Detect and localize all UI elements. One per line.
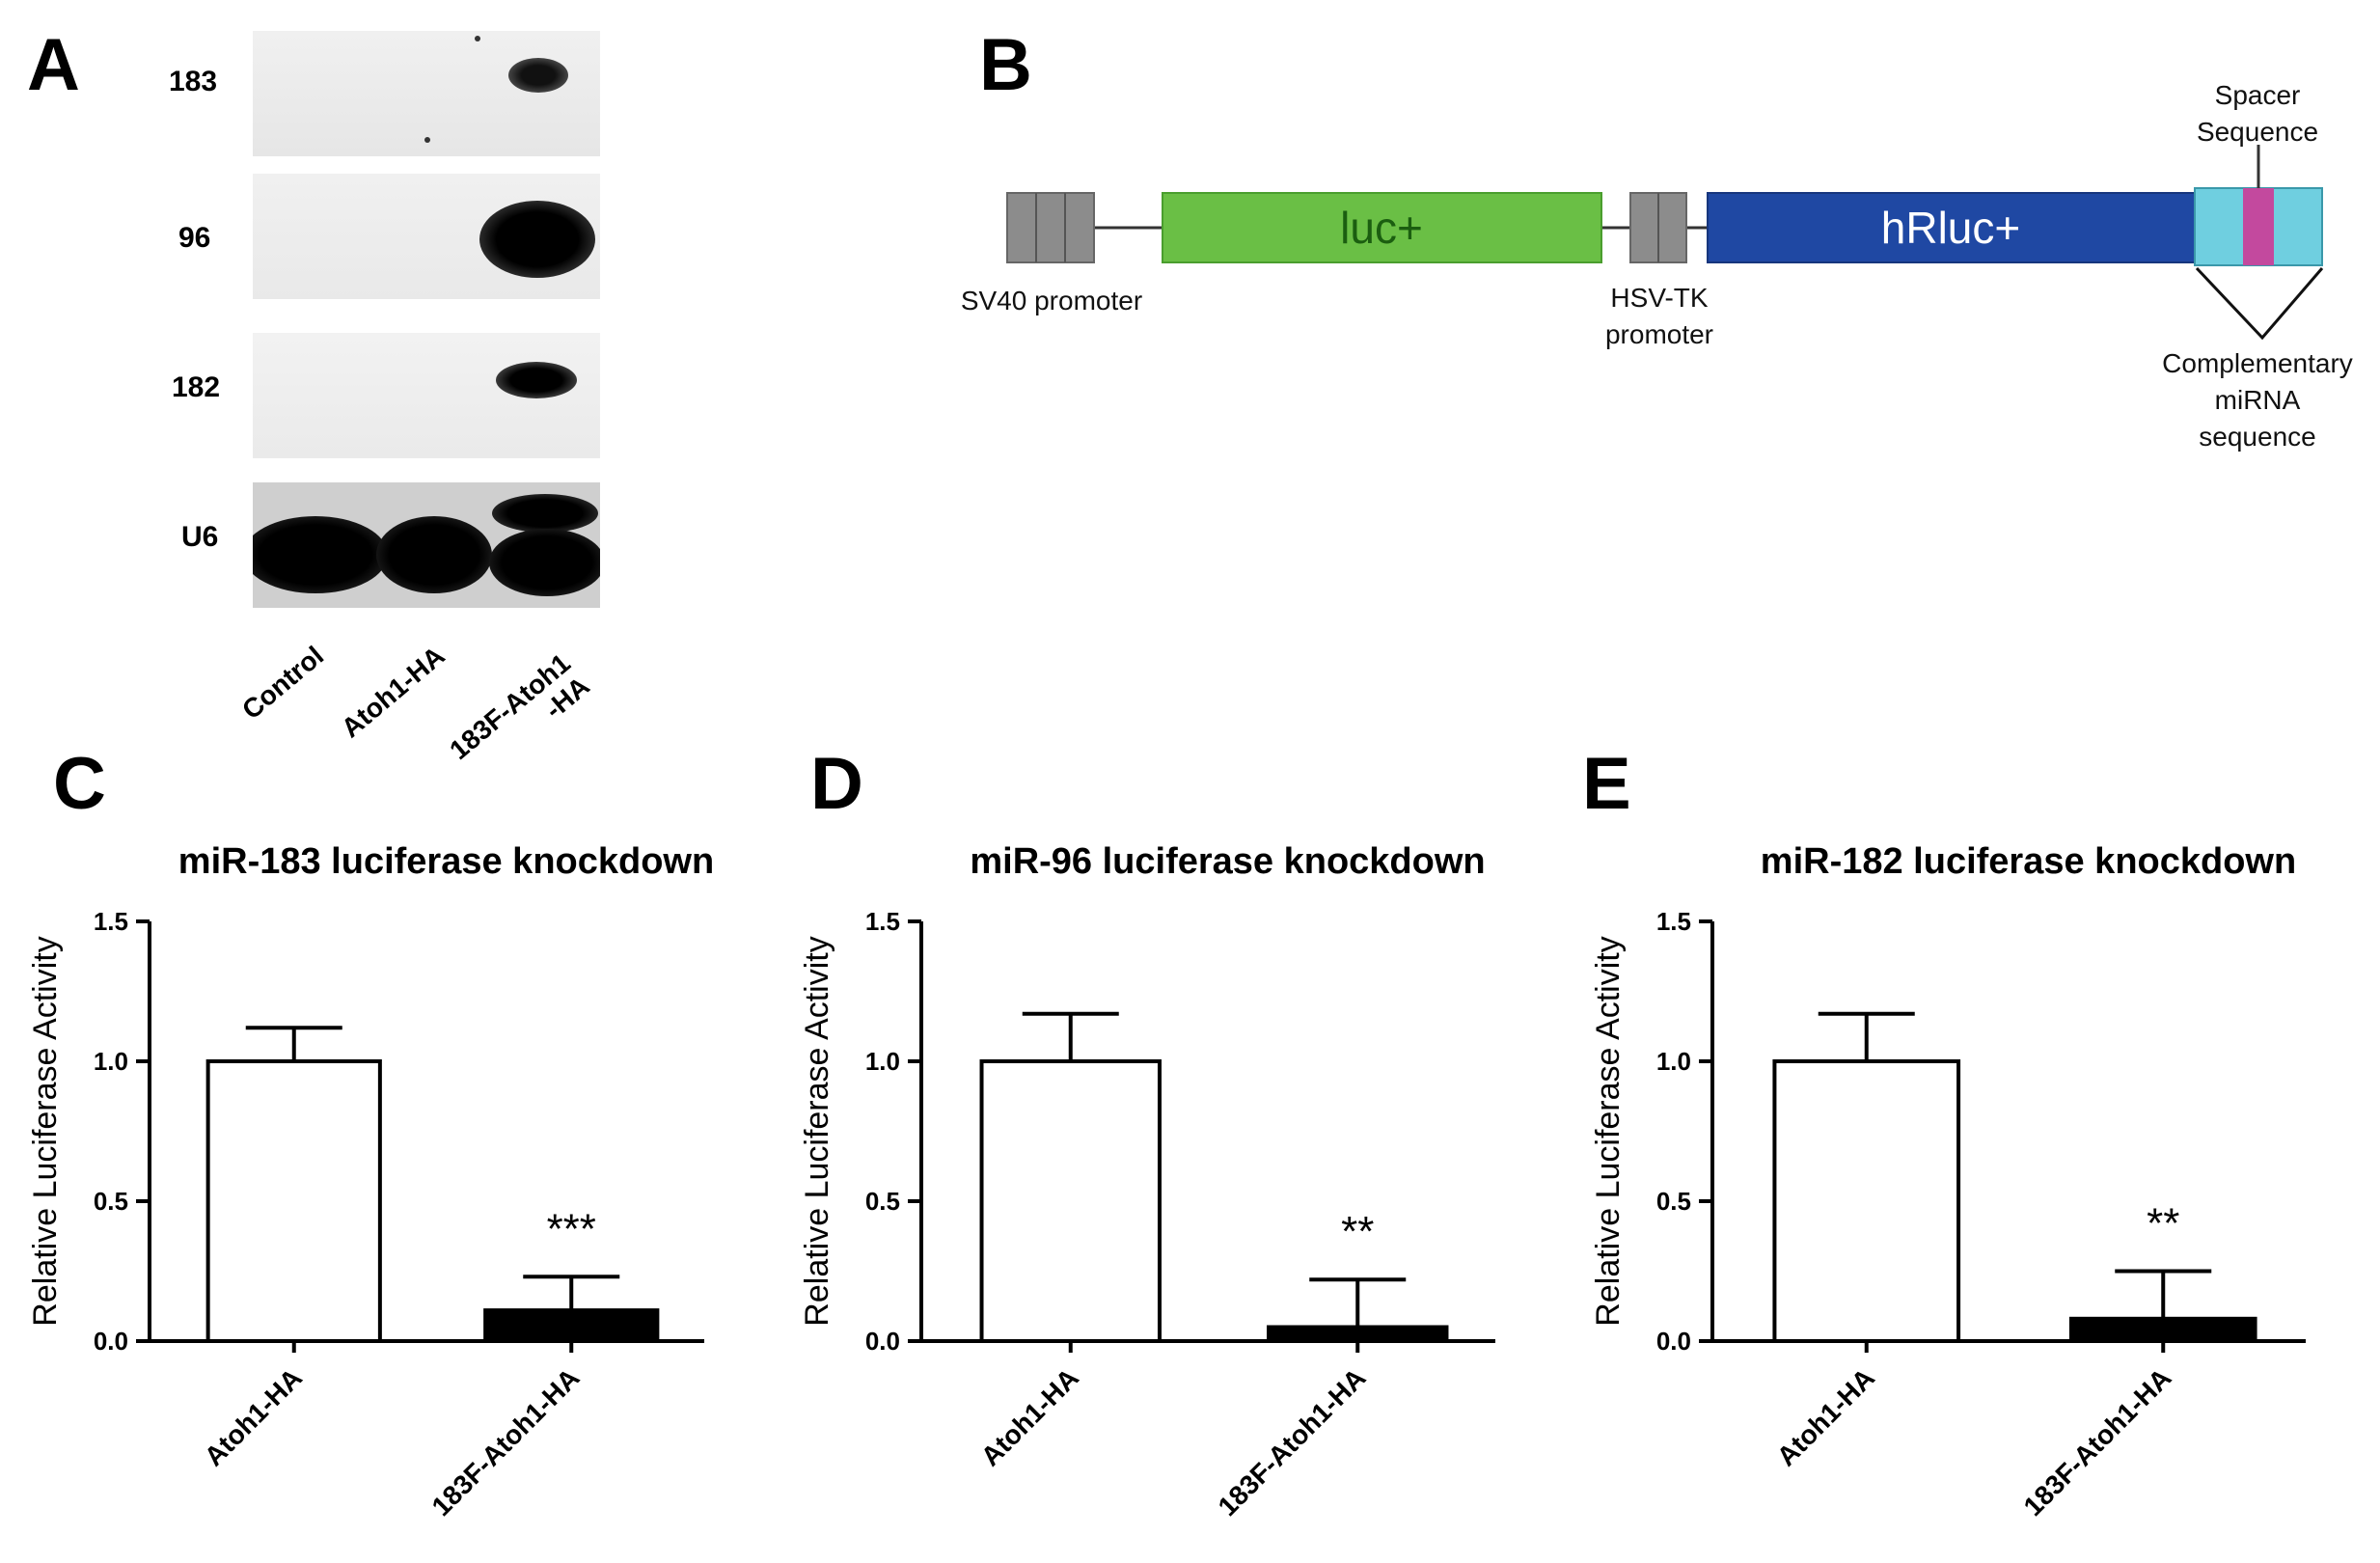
x-category-label: Atoh1-HA [199,1362,308,1471]
bar-chart-mir96: miR-96 luciferase knockdown Relative Luci… [772,825,1563,1563]
chart-title: miR-183 luciferase knockdown [178,841,714,882]
blot-strip-u6 [253,482,600,608]
bar [2068,1316,2257,1343]
panel-label-c: C [53,743,106,825]
y-axis-label: Relative Luciferase Activity [1590,936,1627,1326]
panel-label-b: B [979,24,1032,106]
blot-speck [424,137,430,143]
y-axis-label: Relative Luciferase Activity [799,936,835,1326]
y-tick-label: 0.5 [1656,1187,1691,1216]
y-axis-label: Relative Luciferase Activity [27,936,64,1326]
blot-row-label-182: 182 [172,371,221,403]
hsv-tk-promoter-label: HSV-TK promoter [1604,283,1714,349]
significance-marker: ** [2147,1200,2179,1248]
sv40-promoter-label: SV40 promoter [960,286,1143,315]
y-tick-label: 1.0 [1656,1047,1691,1076]
significance-marker: *** [547,1205,596,1252]
blot-band-182 [496,362,577,398]
chart-title: miR-182 luciferase knockdown [1761,841,2296,882]
hrluc-gene-block [1707,192,2196,263]
y-tick-label: 0.5 [865,1187,900,1216]
x-category-label: 183F-Atoh1-HA [1213,1362,1372,1522]
bar [483,1308,660,1344]
x-category-label: 183F-Atoh1-HA [2018,1362,2177,1522]
bar [979,1059,1162,1343]
y-tick-label: 1.0 [94,1047,128,1076]
hrluc-gene-label: hRluc+ [1881,203,2020,253]
y-tick-label: 1.5 [865,907,900,936]
bar-chart-mir183: miR-183 luciferase knockdown Relative Luc… [0,825,772,1563]
y-tick-label: 0.5 [94,1187,128,1216]
x-category-label: Atoh1-HA [1771,1362,1880,1471]
y-tick-label: 0.0 [94,1327,128,1356]
bar-chart-mir182-svg: miR-182 luciferase knockdown Relative Luc… [1590,841,2306,1522]
blot-speck [475,36,480,41]
chart-title: miR-96 luciferase knockdown [970,841,1485,882]
y-tick-label: 1.5 [1656,907,1691,936]
bar [205,1059,382,1343]
significance-marker: ** [1341,1208,1374,1255]
blot-row-label-183: 183 [169,66,218,97]
blot-band-u6-control [253,516,388,593]
blot-row-label-96: 96 [178,222,211,254]
bar [1267,1325,1449,1343]
blot-lane-label-atoh1: Atoh1-HA [335,640,451,744]
bar-chart-mir183-svg: miR-183 luciferase knockdown Relative Luc… [27,841,714,1522]
y-tick-label: 1.0 [865,1047,900,1076]
blot-row-label-u6: U6 [181,521,219,553]
construct-diagram: luc+ hRluc+ [1006,145,2324,341]
blot-lane-label-183f-text: 183F-Atoh1 -HA [443,647,595,766]
panel-label-a: A [27,24,80,106]
complementary-bracket [2195,266,2324,341]
luc-gene-block [1162,192,1602,263]
blot-lane-label-183f: 183F-Atoh1 -HA [443,647,595,788]
blot-strip-96 [253,174,600,299]
blot-band-183 [508,58,568,93]
spacer-sequence-block [2243,188,2274,265]
y-tick-label: 0.0 [1656,1327,1691,1356]
blot-lane-label-control: Control [236,640,330,726]
blot-band-u6-183f-lower [489,529,600,596]
panel-label-e: E [1582,743,1631,825]
x-category-label: 183F-Atoh1-HA [426,1362,586,1522]
bar-chart-mir182: miR-182 luciferase knockdown Relative Luc… [1563,825,2373,1563]
sv40-promoter-block [1006,192,1095,263]
y-tick-label: 0.0 [865,1327,900,1356]
blot-band-u6-183f-upper [492,494,598,533]
blot-strip-183 [253,31,600,156]
bar [1772,1059,1961,1343]
blot-strip-182 [253,333,600,458]
spacer-sequence-label: Spacer Sequence [2196,80,2319,147]
blot-band-u6-atoh1 [376,516,492,593]
complementary-mirna-label: Complementary miRNA sequence [2162,348,2353,452]
y-tick-label: 1.5 [94,907,128,936]
x-category-label: Atoh1-HA [975,1362,1084,1471]
luc-gene-label: luc+ [1340,203,1423,253]
panel-label-d: D [810,743,863,825]
bar-chart-mir96-svg: miR-96 luciferase knockdown Relative Luci… [799,841,1495,1522]
blot-band-96 [479,201,595,278]
